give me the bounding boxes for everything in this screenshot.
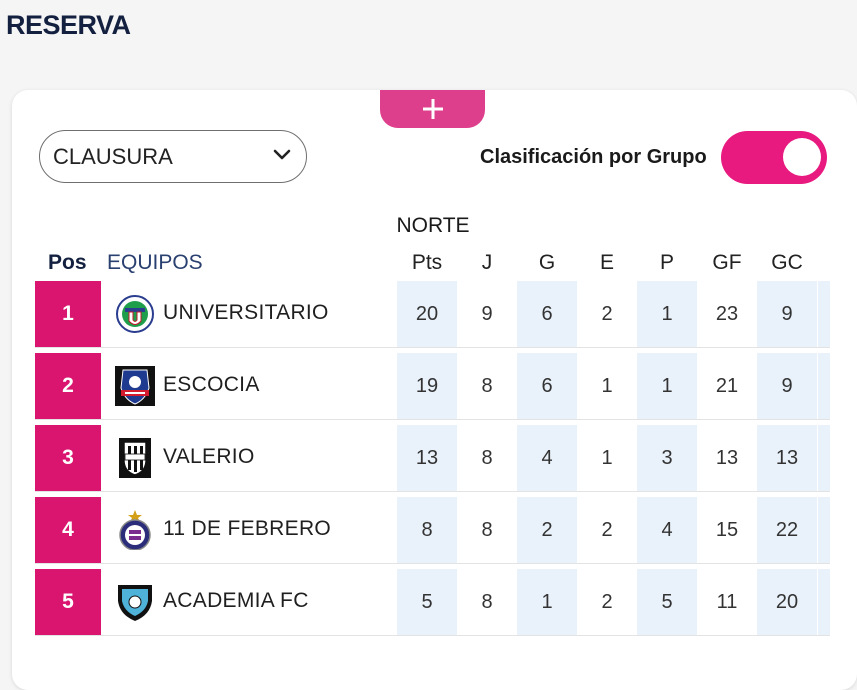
cell-g: 6: [517, 353, 577, 419]
row-edge: [818, 569, 830, 635]
cell-g: 6: [517, 281, 577, 347]
cell-gc: 13: [757, 425, 817, 491]
cell-g: 2: [517, 497, 577, 563]
team-name[interactable]: ESCOCIA: [163, 373, 260, 396]
team-name[interactable]: 11 DE FEBRERO: [163, 517, 332, 540]
cell-p: 5: [637, 569, 697, 635]
cell-gf: 23: [715, 302, 739, 325]
header-e: E: [599, 251, 614, 274]
cell-gc: 9: [757, 281, 817, 347]
chevron-down-icon: [273, 149, 291, 160]
team-name[interactable]: VALERIO: [163, 445, 255, 468]
row-position: 5: [35, 569, 101, 635]
header-gc: GC: [771, 251, 803, 274]
cell-gc: 20: [757, 569, 817, 635]
cell-e: 2: [601, 590, 613, 613]
header-j: J: [481, 251, 493, 274]
once-de-febrero-crest-icon: [119, 510, 151, 550]
cell-pts: 20: [397, 281, 457, 347]
cell-gf: 13: [715, 446, 739, 469]
row-edge: [818, 497, 830, 563]
cell-e: 2: [601, 302, 613, 325]
table-row[interactable]: 2 ESCOCIA 19 8 6 1 1 21 9: [35, 353, 830, 420]
cell-p: 3: [637, 425, 697, 491]
cell-pts: 13: [397, 425, 457, 491]
academia-fc-crest-icon: [118, 585, 152, 621]
cell-p: 4: [637, 497, 697, 563]
cell-gf: 11: [716, 590, 738, 613]
section-title: RESERVA: [6, 10, 131, 40]
cell-pts: 19: [397, 353, 457, 419]
valerio-crest-icon: [119, 438, 151, 478]
header-gf: GF: [712, 251, 742, 274]
group-toggle[interactable]: [721, 131, 827, 184]
toggle-knob: [783, 138, 821, 176]
header-pts: Pts: [411, 251, 443, 274]
cell-p: 1: [637, 353, 697, 419]
table-row[interactable]: 4 11 DE FEBRERO 8 8 2 2 4 15 22: [35, 497, 830, 564]
cell-e: 2: [601, 518, 613, 541]
cell-pts: 8: [397, 497, 457, 563]
cell-e: 1: [601, 446, 613, 469]
row-position: 3: [35, 425, 101, 491]
header-pos: Pos: [48, 251, 87, 274]
cell-p: 1: [637, 281, 697, 347]
cell-g: 1: [517, 569, 577, 635]
cell-j: 8: [481, 590, 493, 613]
table-row[interactable]: 3 VALERIO 13 8 4 1 3 13 13: [35, 425, 830, 492]
header-g: G: [538, 251, 556, 274]
universitario-crest-icon: [116, 295, 154, 333]
cell-gc: 9: [757, 353, 817, 419]
group-toggle-label: Clasificación por Grupo: [480, 146, 707, 168]
cell-e: 1: [601, 374, 613, 397]
cell-gf: 21: [715, 374, 739, 397]
table-row[interactable]: 1 UNIVERSITARIO 20 9 6 2 1 23 9: [35, 281, 830, 348]
cell-j: 9: [481, 302, 493, 325]
team-name[interactable]: UNIVERSITARIO: [163, 301, 329, 324]
cell-gc: 22: [757, 497, 817, 563]
plus-icon: [422, 99, 443, 119]
add-button[interactable]: [380, 90, 485, 128]
cell-g: 4: [517, 425, 577, 491]
table-row[interactable]: 5 ACADEMIA FC 5 8 1 2 5 11 20: [35, 569, 830, 636]
header-team: EQUIPOS: [107, 251, 203, 274]
team-name[interactable]: ACADEMIA FC: [163, 589, 309, 612]
tournament-select[interactable]: CLAUSURA: [39, 130, 307, 183]
row-position: 4: [35, 497, 101, 563]
cell-j: 8: [481, 446, 493, 469]
cell-gf: 15: [715, 518, 739, 541]
row-position: 2: [35, 353, 101, 419]
tournament-select-value: CLAUSURA: [53, 143, 173, 169]
cell-j: 8: [481, 518, 493, 541]
row-position: 1: [35, 281, 101, 347]
cell-j: 8: [481, 374, 493, 397]
cell-pts: 5: [397, 569, 457, 635]
header-p: P: [659, 251, 674, 274]
group-name: NORTE: [396, 214, 470, 237]
row-edge: [818, 425, 830, 491]
row-edge: [818, 353, 830, 419]
row-edge: [818, 281, 830, 347]
escocia-crest-icon: [115, 366, 155, 406]
